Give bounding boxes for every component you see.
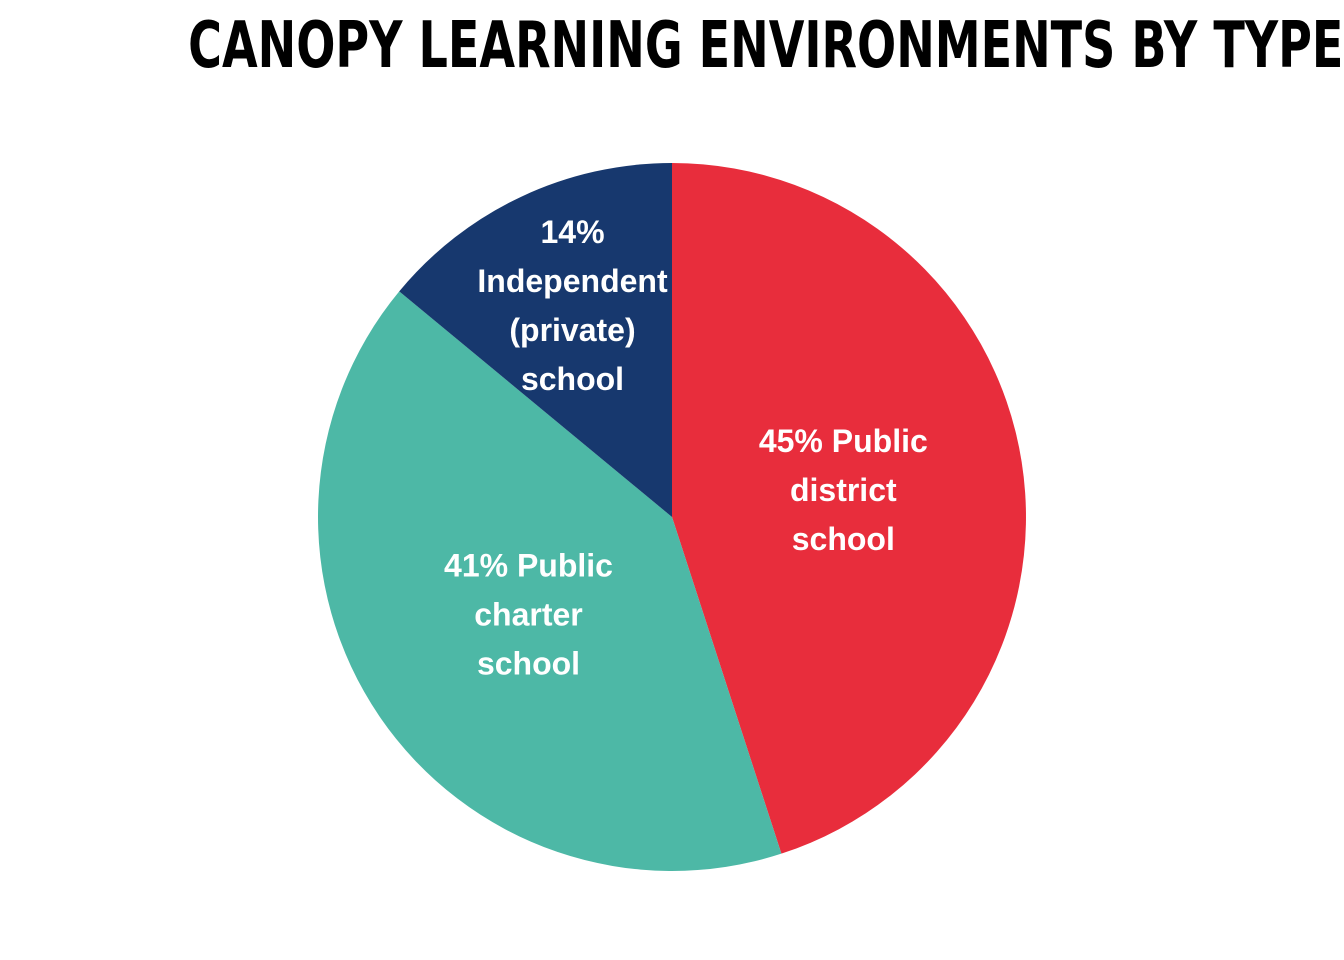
pie-slice-1 — [672, 163, 1026, 854]
pie-slice-label-line: school — [521, 361, 624, 397]
pie-slice-label-line: school — [477, 646, 580, 682]
pie-slice-label-3: 14% Independent (private) school — [477, 214, 668, 397]
pie-slice-label-line: Independent — [477, 263, 668, 299]
pie-slice-3 — [399, 163, 672, 517]
pie-slice-label-line: charter — [474, 597, 583, 633]
pie-slice-label-line: district — [790, 472, 897, 508]
pie-slice-label-line: (private) — [509, 312, 635, 348]
pie-slice-label-line: 45% Public — [759, 423, 928, 459]
pie-slice-label-2: 41% Public charter school — [444, 548, 613, 682]
pie-slice-label-1: 45% Public district school — [759, 423, 928, 557]
chart-title: CANOPY LEARNING ENVIRONMENTS BY TYPE — [188, 9, 1344, 83]
pie-slice-2 — [318, 291, 782, 871]
pie-slice-label-line: 41% Public — [444, 548, 613, 584]
pie-slice-label-line: school — [792, 521, 895, 557]
pie-slice-label-line: 14% — [540, 214, 604, 250]
pie-slices — [318, 163, 1026, 871]
pie-labels: 45% Public district school 41% Public charte… — [444, 214, 928, 681]
